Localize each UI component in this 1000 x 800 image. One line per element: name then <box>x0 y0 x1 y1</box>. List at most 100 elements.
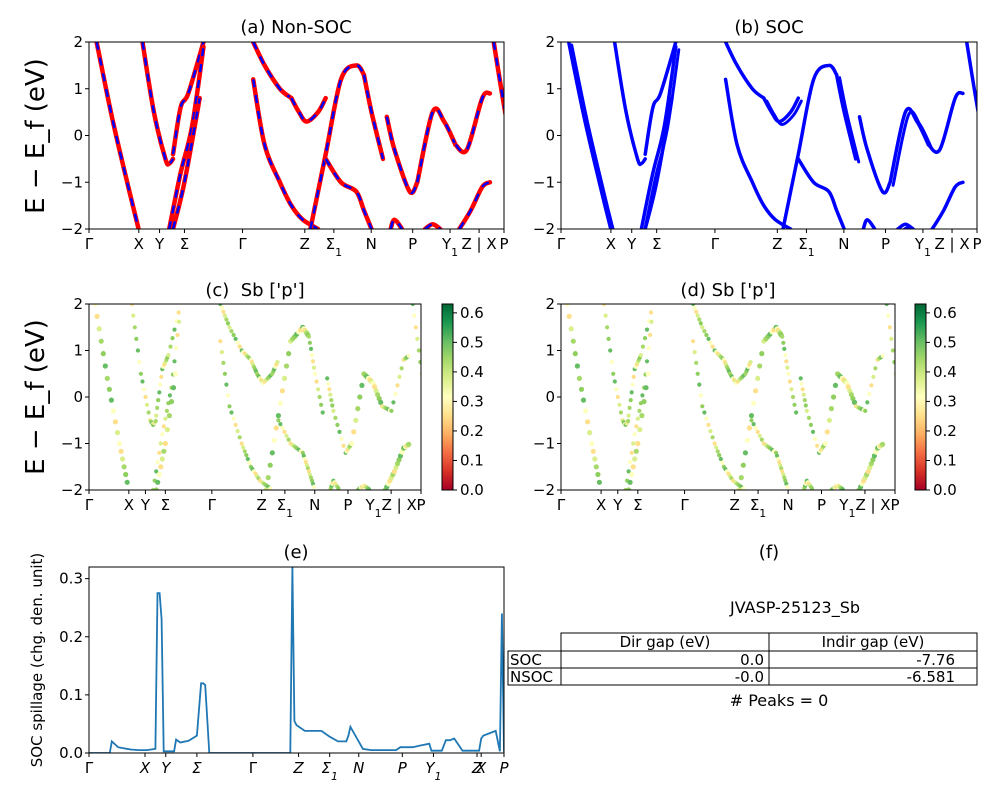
projection-point <box>694 360 699 365</box>
projection-point <box>265 475 271 481</box>
projection-point <box>824 429 830 435</box>
projection-point <box>418 360 421 365</box>
projection-point <box>803 403 808 408</box>
projection-point <box>168 344 173 349</box>
projection-point <box>415 336 420 341</box>
projection-point <box>744 437 751 443</box>
projection-point <box>578 386 585 392</box>
projection-point <box>812 436 818 441</box>
projection-point <box>867 391 872 396</box>
projection-point <box>359 382 365 388</box>
y-tick-label: 0.3 <box>59 570 83 588</box>
projection-point <box>626 413 631 418</box>
x-tick-label: Γ <box>249 759 258 777</box>
projection-point <box>691 304 696 307</box>
projection-point <box>794 410 799 415</box>
x-tick-label: Σ <box>633 496 642 514</box>
projection-point <box>845 384 851 390</box>
panel-a-yticks: −2 −1 0 1 2 <box>61 33 89 238</box>
projection-point <box>626 469 631 474</box>
projection-point <box>160 432 165 437</box>
projection-point <box>799 381 804 386</box>
projection-point <box>341 443 346 448</box>
projection-point <box>428 422 432 426</box>
y-tick-label: 1 <box>545 80 555 98</box>
panel-d-axes <box>560 303 896 491</box>
panel-d-title: (d) Sb ['p'] <box>680 280 775 301</box>
panel-e-axes <box>88 566 505 754</box>
projection-point <box>229 410 234 415</box>
x-tick-label: N <box>309 496 320 514</box>
colorbar-tick-label: 0.3 <box>460 392 484 410</box>
projection-point <box>175 332 180 338</box>
projection-point <box>715 449 720 454</box>
projection-point <box>177 319 182 324</box>
projection-point <box>644 359 650 364</box>
projection-point <box>886 313 891 318</box>
projection-point <box>865 400 870 405</box>
projection-point <box>231 416 236 421</box>
projection-point <box>311 484 317 489</box>
projection-point <box>695 313 700 318</box>
projection-point <box>157 390 162 395</box>
projection-point <box>830 394 837 400</box>
projection-point <box>564 304 570 307</box>
projection-point <box>889 336 894 341</box>
soc-dir-gap: 0.0 <box>740 651 764 669</box>
x-tick-label: P <box>343 496 352 514</box>
projection-point <box>110 408 116 414</box>
band-nonsoc-red <box>361 72 386 162</box>
projection-point <box>714 445 719 450</box>
projection-point <box>114 430 121 436</box>
projection-point <box>225 321 231 326</box>
projection-point <box>898 402 902 406</box>
projection-point <box>631 374 636 379</box>
y-tick-label: −2 <box>533 481 555 499</box>
x-tick-label: X <box>139 759 151 777</box>
projection-point <box>102 363 108 369</box>
panel-e-yticks: 0.0 0.1 0.2 0.3 <box>59 570 89 762</box>
projection-point <box>639 413 645 419</box>
band-soc <box>643 42 678 156</box>
x-tick-label: Σ <box>180 235 189 253</box>
projection-point <box>646 346 651 351</box>
panel-f-subtitle: JVASP-25123_Sb <box>729 598 860 618</box>
projection-point <box>96 326 102 332</box>
projection-point <box>870 457 876 463</box>
projection-point <box>241 445 246 450</box>
projection-point <box>895 382 899 386</box>
projection-point <box>225 393 231 398</box>
y-tick-label: 2 <box>545 33 555 51</box>
x-tick-label: Σ <box>652 235 661 253</box>
band-nonsoc-red <box>250 77 321 229</box>
projection-point <box>612 379 617 384</box>
band-soc <box>639 44 678 229</box>
projection-point <box>271 437 277 443</box>
projection-point <box>131 313 136 318</box>
projection-point <box>284 433 289 438</box>
x-tick-label: Z <box>300 235 310 253</box>
projection-point <box>280 425 285 431</box>
projection-point <box>336 486 341 490</box>
projection-point <box>649 310 654 315</box>
spillage-line <box>89 567 504 753</box>
projection-point <box>611 371 616 376</box>
projection-point <box>712 441 717 446</box>
projection-point <box>802 398 807 403</box>
x-tick-label: Σ1 <box>277 496 293 520</box>
x-tick-label: Z <box>292 759 304 777</box>
projection-point <box>626 487 632 490</box>
projection-point <box>905 448 909 452</box>
projection-point <box>695 371 700 376</box>
y-tick-label: 0 <box>545 127 555 145</box>
band-soc <box>723 42 766 100</box>
y-tick-label: 2 <box>73 295 83 313</box>
colorbar-tick-label: 0.6 <box>460 304 484 322</box>
projection-point <box>783 353 788 358</box>
projection-point <box>583 408 589 414</box>
projection-point <box>92 304 98 307</box>
projection-point <box>233 336 238 341</box>
panel-d-yticks: −2 −1 0 1 2 <box>533 295 561 499</box>
projection-point <box>742 450 749 456</box>
